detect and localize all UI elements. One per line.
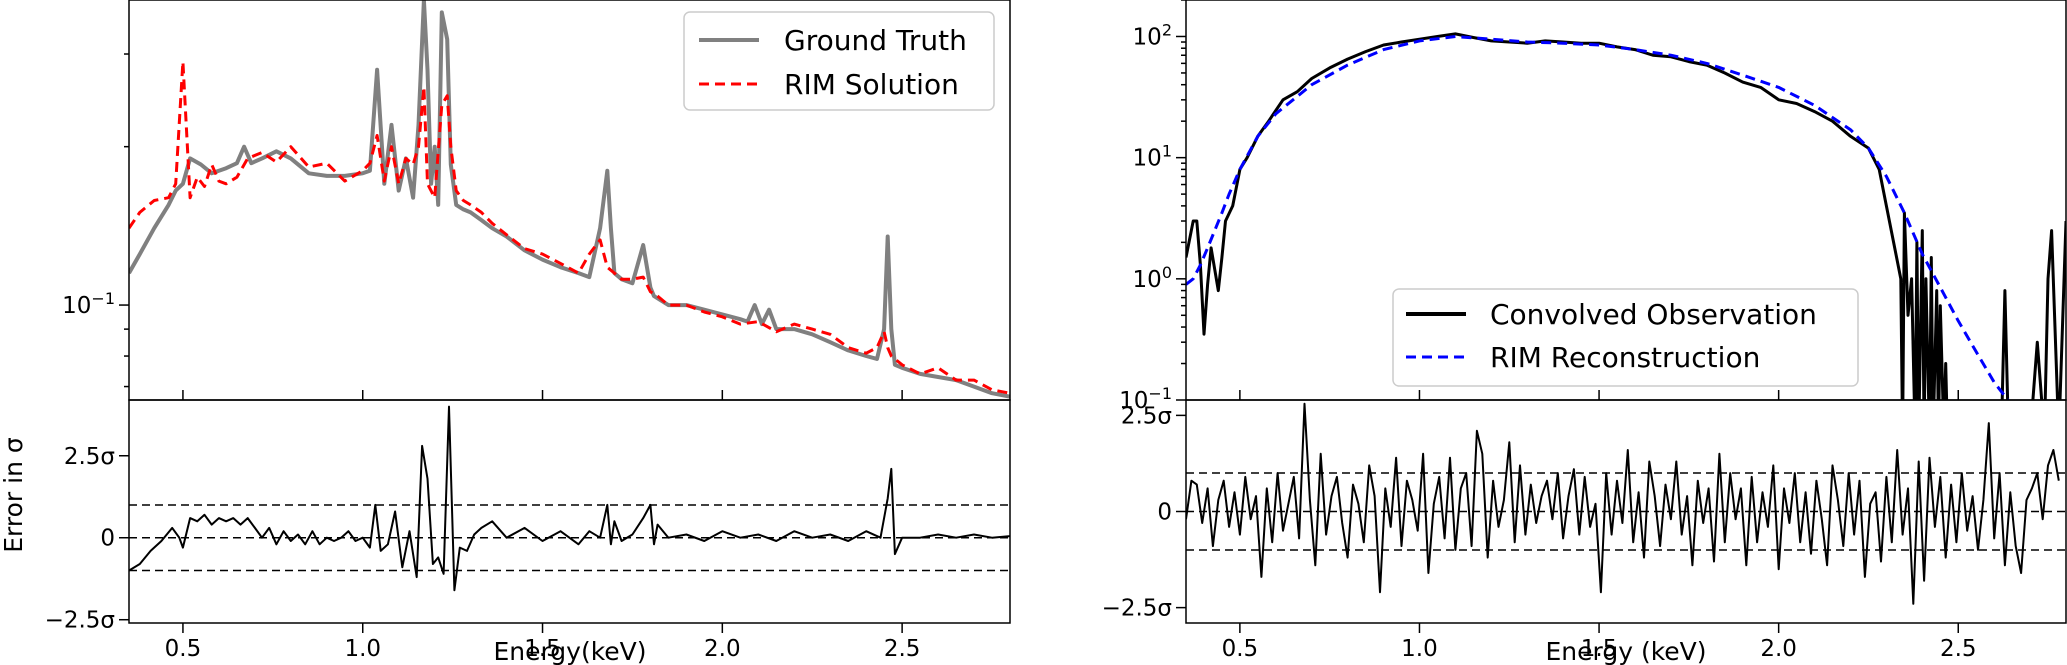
right-xtick-label: 2.5	[1940, 636, 1977, 662]
right-ytick-label: 2.5σ	[1121, 403, 1172, 429]
right-series-convolved-observation	[1186, 32, 2066, 400]
right-top-ytick-label: 100	[1133, 262, 1172, 293]
left-xtick-label: 1.0	[344, 636, 381, 662]
left-legend: Ground Truth RIM Solution	[683, 11, 995, 111]
left-top-ytick-label: 10−1	[62, 289, 115, 320]
legend-label-ground-truth: Ground Truth	[784, 24, 967, 57]
left-series-rim-solution	[129, 60, 1010, 395]
right-legend-box	[1392, 288, 1859, 387]
right-top-ytick-label: 101	[1133, 141, 1172, 172]
left-x-axis-title: Energy(keV)	[493, 637, 646, 665]
right-x-axis-title: Energy (keV)	[1545, 637, 1706, 665]
left-bottom-axes-frame	[128, 399, 1011, 624]
right-series-error	[1186, 402, 2060, 605]
right-top-plot: 102 101 100 10−1 Convolved Observation RIM …	[1119, 0, 2067, 415]
left-ytick-label: 2.5σ	[64, 444, 115, 470]
left-y-axis-title: Error in σ	[0, 437, 28, 553]
left-bottom-plot: 0.5 1.0 1.5 2.0 2.5 2.5σ 0 −2.5σ Error in σ Ene…	[0, 399, 1011, 665]
right-bottom-axes-frame	[1185, 399, 2067, 624]
right-bottom-plot: 0.5 1.0 1.5 2.0 2.5 2.5σ 0 −2.5σ Energy (keV)	[1102, 399, 2067, 665]
left-xtick-label: 1.5	[524, 636, 561, 662]
left-series-error	[129, 405, 1010, 592]
left-xtick-label: 2.5	[884, 636, 921, 662]
right-xtick-label: 1.5	[1581, 636, 1618, 662]
legend-label-convolved-observation: Convolved Observation	[1490, 298, 1817, 331]
right-xtick-label: 1.0	[1401, 636, 1438, 662]
right-series-rim-reconstruction	[1186, 35, 2010, 400]
right-xtick-label: 2.0	[1760, 636, 1797, 662]
right-ytick-label: −2.5σ	[1102, 596, 1172, 622]
legend-label-rim-reconstruction: RIM Reconstruction	[1490, 341, 1760, 374]
right-ytick-label: 0	[1157, 500, 1172, 526]
legend-label-rim-solution: RIM Solution	[784, 68, 959, 101]
left-ytick-label: 0	[100, 526, 115, 552]
left-xtick-label: 2.0	[704, 636, 741, 662]
right-top-ytick-label: 10−1	[1119, 384, 1172, 415]
right-top-ytick-label: 102	[1133, 20, 1172, 51]
left-xtick-label: 0.5	[165, 636, 202, 662]
right-xtick-label: 0.5	[1222, 636, 1259, 662]
left-legend-box	[683, 11, 995, 111]
left-top-plot: 10−1 Ground Truth RIM Solution	[62, 0, 1011, 401]
left-ytick-label: −2.5σ	[45, 608, 115, 634]
right-legend: Convolved Observation RIM Reconstruction	[1392, 288, 1859, 387]
